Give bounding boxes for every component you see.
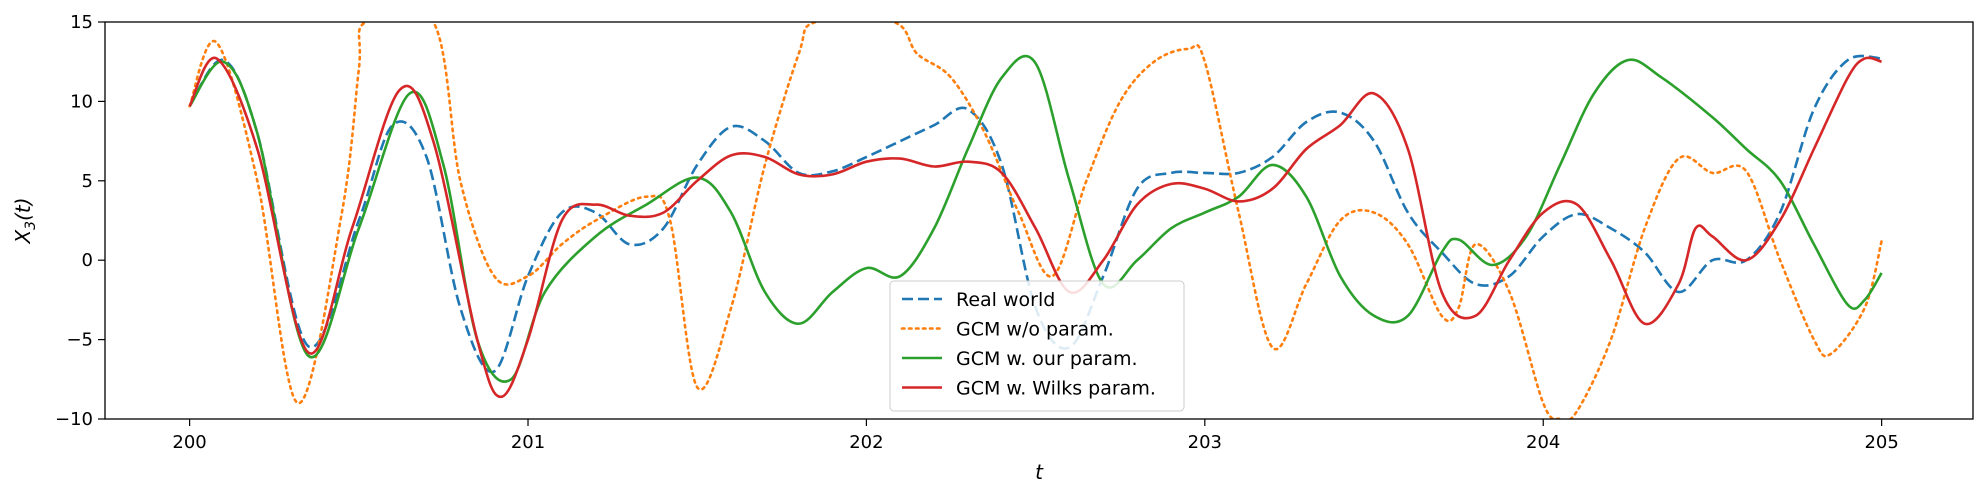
- y-tick-label: 0: [82, 250, 93, 271]
- legend-label: GCM w/o param.: [956, 319, 1114, 341]
- y-tick-label: −10: [55, 409, 93, 430]
- legend-box: [889, 280, 1185, 412]
- series-line-3: [188, 54, 1883, 383]
- series-lines: [188, 22, 1883, 419]
- x-tick-label: 202: [849, 432, 883, 453]
- y-tick-label: 10: [70, 91, 93, 112]
- y-axis-ticks: −10 −5 0 5 10 15: [55, 12, 105, 430]
- series-line-2: [188, 22, 1883, 419]
- legend-label: Real world: [956, 289, 1055, 311]
- legend-label: GCM w. Wilks param.: [956, 378, 1156, 400]
- x-tick-label: 200: [172, 432, 206, 453]
- y-tick-label: 15: [70, 12, 93, 33]
- x-axis-label: t: [1035, 460, 1044, 484]
- x-tick-label: 204: [1526, 432, 1560, 453]
- y-axis-label: X3(t): [11, 197, 39, 244]
- x-tick-label: 201: [511, 432, 545, 453]
- y-tick-label: 5: [82, 171, 93, 192]
- x-axis-ticks: 200 201 202 203 204 205: [172, 419, 1899, 453]
- x-tick-label: 205: [1864, 432, 1898, 453]
- x-tick-label: 203: [1188, 432, 1222, 453]
- series-line-1: [188, 54, 1882, 374]
- series-line-4: [188, 56, 1882, 399]
- y-tick-label: −5: [66, 330, 93, 351]
- legend-label: GCM w. our param.: [956, 348, 1138, 370]
- plot-frame: [104, 21, 1974, 420]
- legend: Real world GCM w/o param. GCM w. our param…: [889, 280, 1185, 412]
